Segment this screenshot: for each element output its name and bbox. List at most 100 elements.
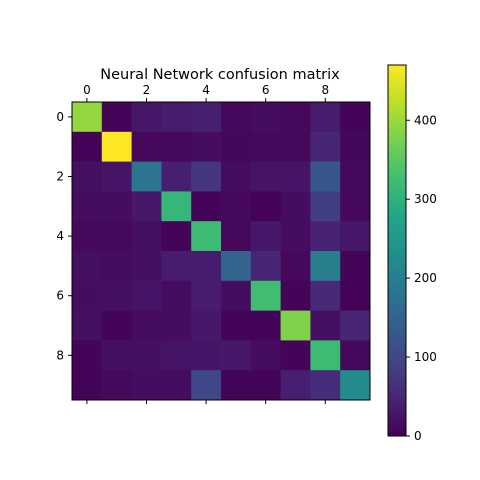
x-tick-label: 2 <box>143 83 151 97</box>
x-tick-label: 8 <box>321 83 329 97</box>
heatmap-cell-2-4 <box>191 161 222 192</box>
heatmap-cell-2-0 <box>72 161 103 192</box>
heatmap-cell-0-3 <box>161 102 192 133</box>
y-axis-ticks: 0 2 4 6 8 <box>56 110 72 362</box>
heatmap-cell-4-7 <box>280 221 311 252</box>
heatmap-cell-9-3 <box>161 370 192 401</box>
heatmap-cell-3-8 <box>310 191 341 222</box>
heatmap-cell-6-7 <box>280 280 311 311</box>
heatmap-cell-8-8 <box>310 340 341 371</box>
heatmap-cells <box>72 102 371 401</box>
heatmap-cell-4-6 <box>250 221 281 252</box>
heatmap-cell-1-4 <box>191 131 222 162</box>
heatmap-cell-3-5 <box>221 191 252 222</box>
heatmap-cell-2-2 <box>131 161 162 192</box>
y-tick-label: 4 <box>56 229 64 243</box>
heatmap-cell-7-8 <box>310 310 341 341</box>
heatmap-cell-9-0 <box>72 370 103 401</box>
heatmap-cell-9-8 <box>310 370 341 401</box>
y-tick-label: 6 <box>56 289 64 303</box>
y-tick-label: 0 <box>56 110 64 124</box>
heatmap-cell-2-5 <box>221 161 252 192</box>
heatmap-cell-6-9 <box>340 280 371 311</box>
heatmap-cell-7-6 <box>250 310 281 341</box>
heatmap-cell-0-8 <box>310 102 341 133</box>
heatmap-cell-2-8 <box>310 161 341 192</box>
heatmap-cell-4-5 <box>221 221 252 252</box>
heatmap-cell-3-1 <box>101 191 132 222</box>
heatmap-cell-8-7 <box>280 340 311 371</box>
y-tick-label: 8 <box>56 348 64 362</box>
heatmap-cell-8-5 <box>221 340 252 371</box>
heatmap-cell-4-8 <box>310 221 341 252</box>
colorbar-tick-label: 400 <box>414 113 437 127</box>
heatmap-cell-3-7 <box>280 191 311 222</box>
heatmap-cell-5-2 <box>131 251 162 282</box>
colorbar <box>387 64 407 437</box>
heatmap-cell-5-8 <box>310 251 341 282</box>
heatmap-cell-0-9 <box>340 102 371 133</box>
heatmap-cell-2-9 <box>340 161 371 192</box>
heatmap-frame <box>71 101 371 401</box>
x-tick-label: 0 <box>83 83 91 97</box>
heatmap-cell-6-4 <box>191 280 222 311</box>
colorbar-tick-label: 300 <box>414 192 437 206</box>
heatmap-cell-5-7 <box>280 251 311 282</box>
heatmap-cell-8-1 <box>101 340 132 371</box>
heatmap-cell-7-9 <box>340 310 371 341</box>
heatmap-cell-1-5 <box>221 131 252 162</box>
heatmap-cell-8-4 <box>191 340 222 371</box>
heatmap-cell-7-1 <box>101 310 132 341</box>
x-tick-label: 4 <box>202 83 210 97</box>
heatmap-cell-0-2 <box>131 102 162 133</box>
heatmap-cell-6-3 <box>161 280 192 311</box>
heatmap-cell-0-1 <box>101 102 132 133</box>
heatmap-cell-9-5 <box>221 370 252 401</box>
heatmap-cell-0-5 <box>221 102 252 133</box>
colorbar-ticks: 0 100 200 300 400 <box>406 113 437 443</box>
heatmap-cell-3-4 <box>191 191 222 222</box>
heatmap-cell-3-2 <box>131 191 162 222</box>
heatmap-cell-9-9 <box>340 370 371 401</box>
heatmap-cell-4-2 <box>131 221 162 252</box>
x-tick-label: 6 <box>262 83 270 97</box>
heatmap-cell-4-0 <box>72 221 103 252</box>
heatmap-cell-7-2 <box>131 310 162 341</box>
heatmap-cell-9-7 <box>280 370 311 401</box>
heatmap-cell-3-0 <box>72 191 103 222</box>
heatmap-cell-4-4 <box>191 221 222 252</box>
heatmap-cell-6-5 <box>221 280 252 311</box>
heatmap-cell-7-7 <box>280 310 311 341</box>
heatmap-cell-2-3 <box>161 161 192 192</box>
heatmap-cell-1-1 <box>101 131 132 162</box>
heatmap-cell-6-0 <box>72 280 103 311</box>
heatmap-cell-1-2 <box>131 131 162 162</box>
heatmap-cell-1-3 <box>161 131 192 162</box>
heatmap-cell-5-5 <box>221 251 252 282</box>
heatmap-cell-5-4 <box>191 251 222 282</box>
heatmap-cell-9-4 <box>191 370 222 401</box>
heatmap-cell-3-3 <box>161 191 192 222</box>
colorbar-tick-label: 200 <box>414 271 437 285</box>
heatmap-cell-6-1 <box>101 280 132 311</box>
heatmap-cell-9-6 <box>250 370 281 401</box>
heatmap-cell-3-6 <box>250 191 281 222</box>
heatmap-cell-2-1 <box>101 161 132 192</box>
heatmap-cell-8-6 <box>250 340 281 371</box>
colorbar-tick-label: 0 <box>414 429 422 443</box>
heatmap-cell-6-8 <box>310 280 341 311</box>
heatmap-cell-7-5 <box>221 310 252 341</box>
heatmap-cell-8-2 <box>131 340 162 371</box>
heatmap-cell-5-9 <box>340 251 371 282</box>
heatmap-cell-9-1 <box>101 370 132 401</box>
heatmap-cell-5-6 <box>250 251 281 282</box>
heatmap-cell-1-9 <box>340 131 371 162</box>
heatmap-cell-1-6 <box>250 131 281 162</box>
heatmap-cell-8-0 <box>72 340 103 371</box>
x-axis-ticks: 0 2 4 6 8 <box>83 83 329 404</box>
heatmap-cell-8-9 <box>340 340 371 371</box>
heatmap-cell-2-6 <box>250 161 281 192</box>
colorbar-tick-label: 100 <box>414 350 437 364</box>
y-tick-label: 2 <box>56 170 64 184</box>
